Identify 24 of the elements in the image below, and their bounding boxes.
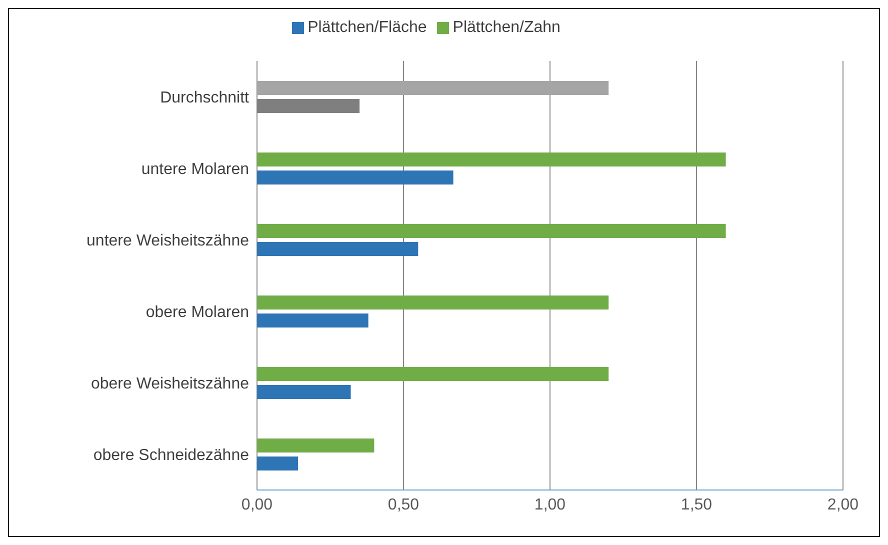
y-tick-label: Durchschnitt	[160, 89, 250, 106]
y-tick-label: untere Weisheitszähne	[86, 232, 250, 250]
bar	[257, 385, 351, 399]
bar	[257, 296, 609, 310]
bar	[257, 314, 368, 328]
bar	[257, 224, 726, 238]
legend-label: Plättchen/Zahn	[452, 19, 560, 36]
bar	[257, 456, 298, 470]
bar	[257, 367, 609, 381]
y-tick-label: obere Weisheitszähne	[90, 375, 250, 392]
y-tick-label: untere Molaren	[141, 160, 249, 178]
bar	[257, 170, 454, 184]
bar	[257, 438, 374, 452]
bar	[257, 152, 726, 166]
y-tick-label: obere Molaren	[146, 304, 249, 321]
x-tick-label: 0,50	[388, 496, 420, 514]
x-tick-label: 2,00	[827, 496, 859, 514]
x-tick-label: 1,50	[680, 496, 712, 514]
x-tick-label: 0,00	[241, 496, 273, 514]
bar	[257, 81, 609, 95]
bar	[257, 242, 418, 256]
x-tick-label: 1,00	[534, 496, 566, 514]
legend-label: Plättchen/Fläche	[308, 19, 427, 36]
y-tick-label: obere Schneidezähne	[93, 446, 250, 464]
